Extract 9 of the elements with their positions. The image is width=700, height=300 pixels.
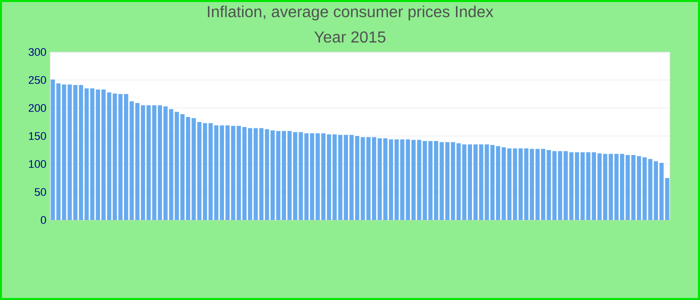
y-tick-label: 50 bbox=[34, 188, 46, 196]
chart-subtitle: Year 2015 bbox=[314, 31, 386, 43]
chart-title: Inflation, average consumer prices Index bbox=[208, 6, 494, 20]
y-tick-label: 200 bbox=[28, 104, 46, 112]
y-tick-label: 0 bbox=[40, 216, 46, 224]
y-tick-label: 100 bbox=[29, 160, 46, 168]
y-tick-label: 250 bbox=[28, 76, 46, 84]
y-tick-label: 300 bbox=[28, 48, 46, 56]
y-tick-label: 150 bbox=[29, 132, 46, 140]
